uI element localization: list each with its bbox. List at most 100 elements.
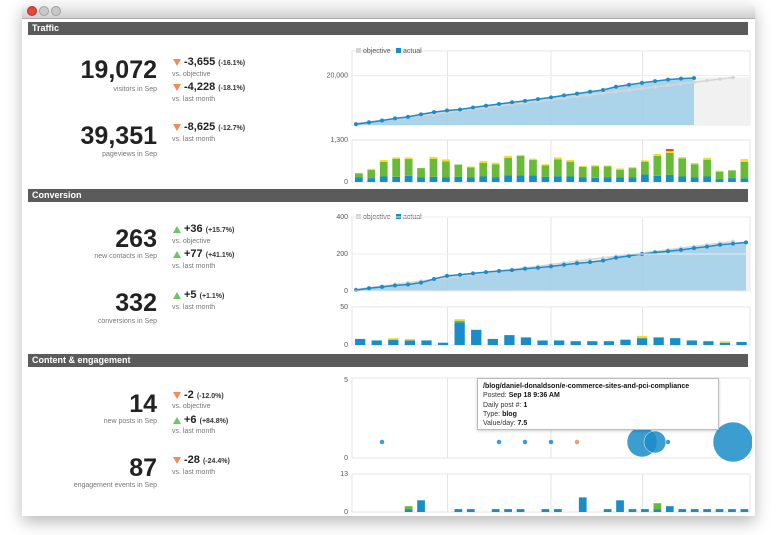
- bar-segment: [554, 159, 562, 177]
- post-bubble: [522, 439, 528, 445]
- y-tick-label: 0: [344, 179, 348, 186]
- actual-point: [523, 266, 527, 271]
- bar-segment: [728, 170, 736, 179]
- conversions-delta-last-month: +5 (+1.1%): [173, 289, 224, 301]
- bar-segment: [628, 167, 637, 169]
- bar-segment: [504, 155, 512, 158]
- post-bubble: [665, 439, 671, 445]
- bar-segment: [466, 509, 475, 512]
- visitors-cumulative-chart: objective actual 20,000: [327, 48, 751, 127]
- bar-segment: [641, 161, 649, 175]
- down-arrow-icon: [173, 391, 181, 399]
- bar-segment: [388, 339, 399, 345]
- contacts-label: new contacts in Sep: [94, 253, 157, 260]
- actual-point: [458, 272, 462, 277]
- up-arrow-icon: [173, 225, 181, 233]
- bar-segment: [653, 155, 662, 176]
- bar-segment: [603, 165, 612, 167]
- bar-segment: [541, 509, 550, 512]
- bar-segment: [388, 338, 399, 340]
- projection-area: [694, 77, 750, 125]
- bar-segment: [554, 340, 565, 345]
- bar-segment: [653, 153, 662, 156]
- post-bubble: [574, 439, 580, 445]
- bar-segment: [665, 152, 674, 175]
- bar-segment: [516, 175, 525, 182]
- bar-segment: [404, 338, 416, 341]
- posts-delta-last-month: +6 (+84.8%): [173, 414, 228, 426]
- bar-segment: [504, 157, 512, 176]
- bar-segment: [442, 161, 450, 178]
- bar-segment: [715, 171, 724, 180]
- minimize-window-icon[interactable]: [39, 6, 49, 16]
- close-window-icon[interactable]: [27, 6, 37, 16]
- actual-point: [458, 107, 462, 112]
- bar-segment: [541, 165, 550, 177]
- bar-segment: [578, 165, 587, 167]
- bar-segment: [529, 158, 537, 161]
- actual-point: [588, 89, 592, 94]
- up-arrow-icon: [173, 250, 181, 258]
- up-arrow-icon: [173, 291, 181, 299]
- engagement-value: 87: [129, 454, 157, 482]
- bar-segment: [603, 509, 612, 512]
- pageviews-daily-chart: 1,300 0: [330, 137, 751, 186]
- engagement-daily-chart: 13 0: [340, 471, 751, 516]
- actual-point: [406, 114, 410, 119]
- actual-point: [705, 244, 709, 249]
- bar-segment: [728, 509, 736, 512]
- visitors-delta-last-month: -4,228 (-18.1%): [173, 81, 245, 93]
- actual-point: [614, 84, 618, 89]
- posts-value: 14: [129, 390, 157, 418]
- actual-point: [432, 110, 436, 115]
- bar-segment: [379, 161, 388, 177]
- delta-value: -3,655: [184, 56, 216, 68]
- bar-segment: [665, 149, 674, 151]
- bar-segment: [719, 341, 731, 343]
- actual-point: [718, 242, 722, 247]
- bar-segment: [690, 509, 699, 512]
- bar-segment: [740, 178, 749, 182]
- delta-comparison: vs. last month: [172, 469, 216, 476]
- bar-segment: [736, 341, 747, 345]
- bar-segment: [379, 176, 388, 182]
- bar-segment: [454, 176, 463, 182]
- pageviews-delta-last-month: -8,625 (-12.7%): [173, 121, 245, 133]
- y-tick-label: 20,000: [327, 73, 349, 80]
- section-header-traffic: Traffic: [28, 22, 748, 35]
- bar-segment: [616, 168, 624, 170]
- actual-point: [484, 270, 488, 275]
- tooltip-type: Type: blog: [483, 410, 517, 418]
- actual-point: [653, 79, 657, 84]
- bar-segment: [355, 177, 363, 182]
- post-tooltip: /blog/daniel-donaldson/e-commerce-sites-…: [477, 378, 719, 430]
- actual-point: [497, 269, 501, 274]
- section-header-conversion: Conversion: [28, 189, 748, 202]
- bar-segment: [715, 509, 724, 512]
- y-tick-label: 0: [344, 288, 348, 295]
- delta-comparison: vs. objective: [172, 403, 211, 410]
- delta-percent: (+1.1%): [199, 293, 225, 300]
- actual-point: [614, 255, 618, 260]
- bar-segment: [454, 509, 463, 512]
- tooltip-posted: Posted: Sep 18 9:36 AM: [483, 392, 560, 400]
- bar-segment: [578, 177, 587, 182]
- bar-segment: [566, 161, 575, 177]
- delta-comparison: vs. objective: [172, 238, 211, 245]
- bar-segment: [740, 161, 749, 179]
- bar-segment: [591, 177, 600, 182]
- bar-segment: [678, 157, 687, 159]
- actual-point: [497, 102, 501, 107]
- bar-segment: [740, 509, 749, 512]
- actual-point: [354, 122, 358, 127]
- tooltip-daily: Daily post #: 1: [483, 401, 528, 409]
- actual-point: [549, 264, 553, 269]
- zoom-window-icon[interactable]: [51, 6, 61, 16]
- objective-point: [731, 75, 735, 80]
- bar-segment: [566, 176, 575, 182]
- actual-point: [536, 97, 540, 102]
- bar-segment: [703, 159, 711, 177]
- delta-comparison: vs. last month: [172, 136, 216, 143]
- objective-point: [588, 93, 592, 97]
- bar-segment: [491, 509, 500, 512]
